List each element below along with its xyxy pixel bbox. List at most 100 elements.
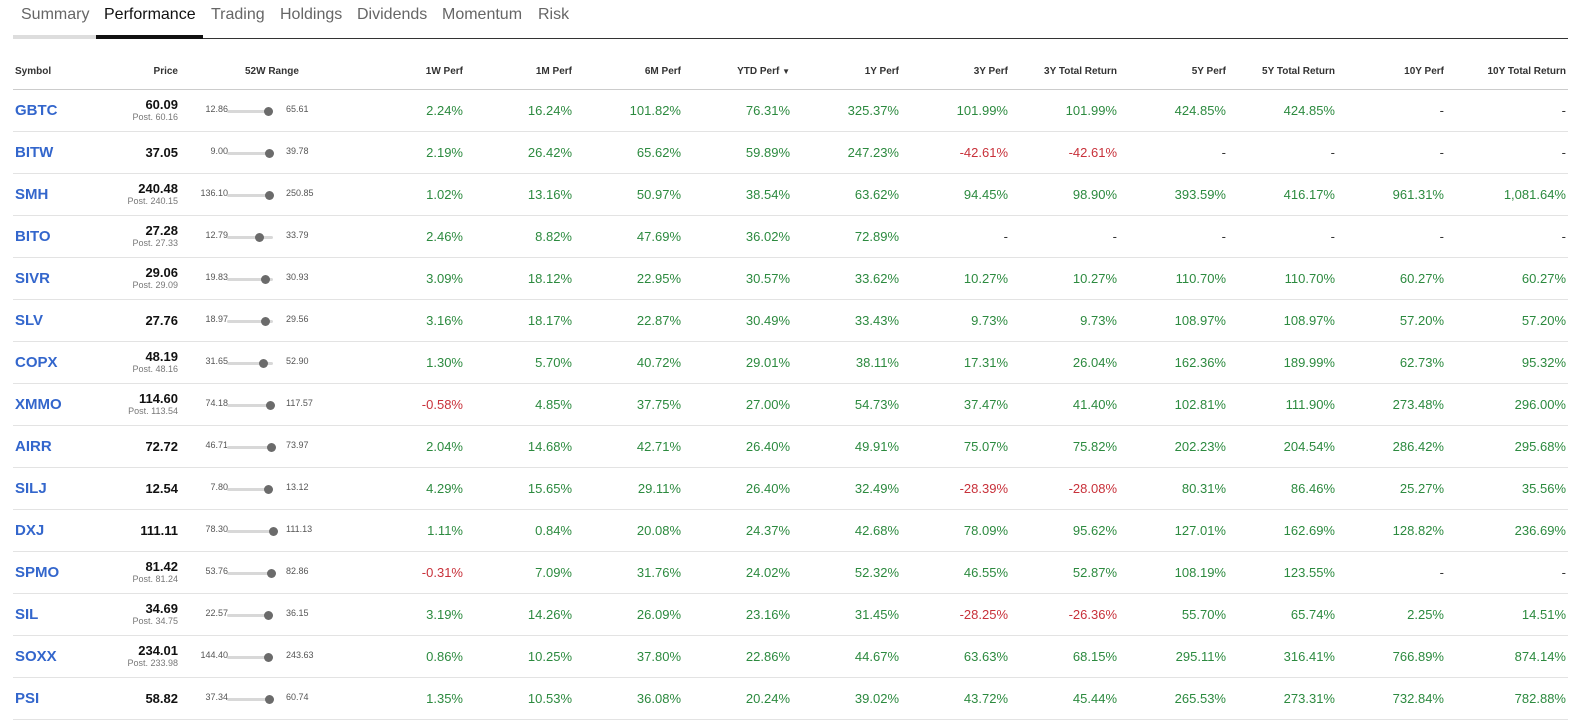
perf-1w: -0.31% bbox=[373, 551, 465, 594]
post-market-price: Post. 27.33 bbox=[132, 238, 178, 248]
perf-ytd: 27.00% bbox=[683, 383, 792, 426]
range-track bbox=[227, 401, 275, 410]
perf-1w: 2.24% bbox=[373, 89, 465, 132]
perf-10y-total: 1,081.64% bbox=[1446, 173, 1568, 216]
perf-3y-total: 41.40% bbox=[1010, 383, 1119, 426]
table-row[interactable]: BITO 27.28 Post. 27.33 12.79 33.79 2.46% 8.82%… bbox=[13, 215, 1568, 258]
range-low: 37.34 bbox=[205, 692, 228, 702]
perf-5y-total: 108.97% bbox=[1228, 299, 1337, 342]
perf-1y: 52.32% bbox=[792, 551, 901, 594]
table-row[interactable]: SIL 34.69 Post. 34.75 22.57 36.15 3.19% 14.26%… bbox=[13, 593, 1568, 636]
symbol-link[interactable]: PSI bbox=[15, 690, 40, 707]
perf-1y: 32.49% bbox=[792, 467, 901, 510]
table-row[interactable]: SPMO 81.42 Post. 81.24 53.76 82.86 -0.31% 7.09… bbox=[13, 551, 1568, 594]
perf-1y: 72.89% bbox=[792, 215, 901, 258]
col-10y-perf[interactable]: 10Y Perf bbox=[1337, 54, 1446, 90]
symbol-link[interactable]: XMMO bbox=[15, 396, 62, 413]
symbol-link[interactable]: SPMO bbox=[15, 564, 60, 581]
col-6m-perf[interactable]: 6M Perf bbox=[574, 54, 683, 90]
tab-performance[interactable]: Performance bbox=[104, 6, 196, 23]
perf-5y-total: 189.99% bbox=[1228, 341, 1337, 384]
table-row[interactable]: PSI 58.82 37.34 60.74 1.35% 10.53% 36.08% 20.24… bbox=[13, 677, 1568, 720]
perf-10y-total: 874.14% bbox=[1446, 635, 1568, 678]
symbol-link[interactable]: AIRR bbox=[15, 438, 52, 455]
perf-10y: - bbox=[1337, 215, 1446, 258]
table-row[interactable]: SOXX 234.01 Post. 233.98 144.40 243.63 0.86% 1… bbox=[13, 635, 1568, 678]
col-1m-perf[interactable]: 1M Perf bbox=[465, 54, 574, 90]
perf-5y: 102.81% bbox=[1119, 383, 1228, 426]
range-cell: 46.71 73.97 bbox=[178, 425, 373, 468]
perf-ytd: 30.57% bbox=[683, 257, 792, 300]
symbol-link[interactable]: SIVR bbox=[15, 270, 51, 287]
range-track bbox=[227, 611, 273, 620]
perf-1m: 10.53% bbox=[465, 677, 574, 720]
col-1y-perf[interactable]: 1Y Perf bbox=[792, 54, 901, 90]
col-5y-perf[interactable]: 5Y Perf bbox=[1119, 54, 1228, 90]
table-row[interactable]: COPX 48.19 Post. 48.16 31.65 52.90 1.30% 5.70%… bbox=[13, 341, 1568, 384]
symbol-link[interactable]: SMH bbox=[15, 186, 49, 203]
perf-3y-total: -28.08% bbox=[1010, 467, 1119, 510]
perf-5y-total: 273.31% bbox=[1228, 677, 1337, 720]
perf-10y-total: 14.51% bbox=[1446, 593, 1568, 636]
perf-ytd: 26.40% bbox=[683, 467, 792, 510]
col-price[interactable]: Price bbox=[103, 54, 178, 90]
perf-5y: 108.19% bbox=[1119, 551, 1228, 594]
symbol-link[interactable]: SIL bbox=[15, 606, 39, 623]
range-high: 13.12 bbox=[286, 482, 309, 492]
table-row[interactable]: BITW 37.05 9.00 39.78 2.19% 26.42% 65.62% 59.89… bbox=[13, 131, 1568, 174]
table-row[interactable]: GBTC 60.09 Post. 60.16 12.86 65.61 2.24% 16.24… bbox=[13, 89, 1568, 132]
table-row[interactable]: SIVR 29.06 Post. 29.09 19.83 30.93 3.09% 18.12… bbox=[13, 257, 1568, 300]
symbol-link[interactable]: GBTC bbox=[15, 102, 58, 119]
perf-10y: 273.48% bbox=[1337, 383, 1446, 426]
perf-3y: 17.31% bbox=[901, 341, 1010, 384]
price-value: 72.72 bbox=[145, 438, 178, 454]
table-row[interactable]: SLV 27.76 18.97 29.56 3.16% 18.17% 22.87% 30.49… bbox=[13, 299, 1568, 342]
col-10y-total-return[interactable]: 10Y Total Return bbox=[1446, 54, 1568, 90]
post-market-price: Post. 113.54 bbox=[128, 406, 178, 416]
symbol-link[interactable]: BITO bbox=[15, 228, 51, 245]
tab-momentum[interactable]: Momentum bbox=[442, 6, 523, 23]
range-low: 12.86 bbox=[205, 104, 228, 114]
symbol-link[interactable]: COPX bbox=[15, 354, 58, 371]
range-marker bbox=[264, 191, 274, 200]
table-row[interactable]: AIRR 72.72 46.71 73.97 2.04% 14.68% 42.71% 26.4… bbox=[13, 425, 1568, 468]
symbol-link[interactable]: BITW bbox=[15, 144, 54, 161]
col-52w-range[interactable]: 52W Range bbox=[178, 54, 373, 90]
perf-1w: 0.86% bbox=[373, 635, 465, 678]
price-cell: 29.06 Post. 29.09 bbox=[103, 257, 178, 300]
range-low: 46.71 bbox=[205, 440, 228, 450]
perf-3y-total: -26.36% bbox=[1010, 593, 1119, 636]
perf-1y: 54.73% bbox=[792, 383, 901, 426]
tab-summary[interactable]: Summary bbox=[21, 6, 90, 23]
perf-3y: -42.61% bbox=[901, 131, 1010, 174]
tab-summary-underline bbox=[13, 35, 96, 39]
post-market-price: Post. 81.24 bbox=[132, 574, 178, 584]
perf-5y: 295.11% bbox=[1119, 635, 1228, 678]
table-row[interactable]: SMH 240.48 Post. 240.15 136.10 250.85 1.02% 13… bbox=[13, 173, 1568, 216]
col-1w-perf[interactable]: 1W Perf bbox=[373, 54, 465, 90]
symbol-link[interactable]: SLV bbox=[15, 312, 44, 329]
symbol-link[interactable]: DXJ bbox=[15, 522, 45, 539]
col-3y-total-return[interactable]: 3Y Total Return bbox=[1010, 54, 1119, 90]
tab-risk[interactable]: Risk bbox=[538, 6, 570, 23]
range-high: 73.97 bbox=[286, 440, 309, 450]
col-symbol[interactable]: Symbol bbox=[13, 54, 103, 90]
table-row[interactable]: XMMO 114.60 Post. 113.54 74.18 117.57 -0.58% 4… bbox=[13, 383, 1568, 426]
post-market-price: Post. 48.16 bbox=[132, 364, 178, 374]
tab-holdings[interactable]: Holdings bbox=[280, 6, 343, 23]
symbol-link[interactable]: SOXX bbox=[15, 648, 57, 665]
col-ytd-perf[interactable]: YTD Perf ▼ bbox=[683, 54, 792, 90]
tab-trading[interactable]: Trading bbox=[211, 6, 265, 23]
col-3y-perf[interactable]: 3Y Perf bbox=[901, 54, 1010, 90]
perf-10y: 732.84% bbox=[1337, 677, 1446, 720]
symbol-link[interactable]: SILJ bbox=[15, 480, 47, 497]
range-cell: 31.65 52.90 bbox=[178, 341, 373, 384]
range-high: 65.61 bbox=[286, 104, 309, 114]
table-row[interactable]: DXJ 111.11 78.30 111.13 1.11% 0.84% 20.08% 24.3… bbox=[13, 509, 1568, 552]
range-marker bbox=[265, 695, 275, 704]
price-value: 37.05 bbox=[145, 144, 178, 160]
col-5y-total-return[interactable]: 5Y Total Return bbox=[1228, 54, 1337, 90]
table-row[interactable]: SILJ 12.54 7.80 13.12 4.29% 15.65% 29.11% 26.40… bbox=[13, 467, 1568, 510]
tab-dividends[interactable]: Dividends bbox=[357, 6, 428, 23]
perf-ytd: 26.40% bbox=[683, 425, 792, 468]
